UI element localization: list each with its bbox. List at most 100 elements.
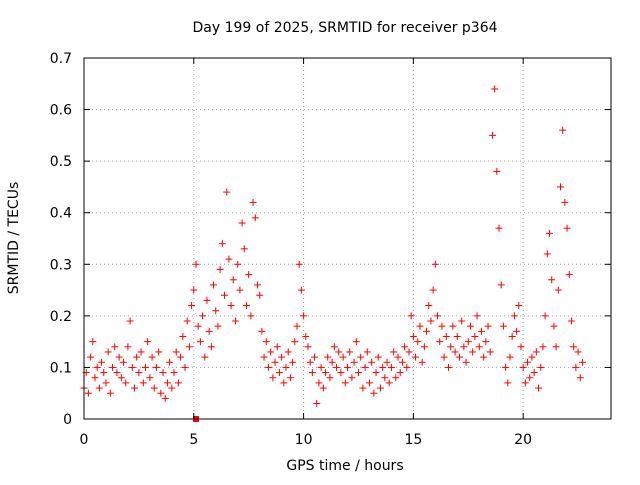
data-point — [133, 353, 141, 361]
data-point — [344, 363, 351, 371]
data-point — [104, 348, 112, 356]
data-point — [300, 312, 308, 320]
data-point — [98, 358, 106, 366]
data-point — [157, 389, 165, 397]
y-tick-label: 0.2 — [50, 309, 72, 325]
data-point — [436, 338, 444, 346]
data-point — [462, 358, 470, 366]
data-point — [317, 363, 325, 371]
data-point — [216, 265, 224, 273]
data-point — [458, 317, 466, 325]
y-tick-label: 0.1 — [50, 360, 72, 376]
data-point — [258, 327, 266, 335]
data-point — [179, 332, 187, 340]
data-point — [144, 338, 152, 346]
data-point — [172, 348, 180, 356]
data-point — [102, 379, 110, 387]
data-point — [234, 260, 242, 268]
data-point — [304, 343, 312, 351]
data-point — [229, 276, 237, 284]
data-point — [491, 85, 499, 93]
data-point — [227, 302, 235, 310]
data-point — [398, 358, 406, 366]
data-point — [346, 348, 354, 356]
data-point — [280, 379, 288, 387]
data-point — [541, 312, 549, 320]
data-point — [464, 338, 472, 346]
data-point — [337, 369, 345, 377]
data-point — [286, 374, 294, 382]
data-point — [212, 307, 220, 315]
data-point — [548, 276, 556, 284]
data-point — [537, 363, 545, 371]
data-point — [313, 400, 321, 408]
data-point — [203, 296, 211, 304]
data-point — [403, 363, 411, 371]
data-point — [115, 353, 123, 361]
data-point — [519, 363, 527, 371]
data-point — [546, 229, 554, 237]
data-point — [148, 353, 156, 361]
data-point — [480, 353, 488, 361]
data-point — [466, 322, 474, 330]
data-point — [242, 302, 250, 310]
data-point — [159, 369, 167, 377]
data-point — [565, 271, 573, 279]
data-point — [396, 369, 404, 377]
data-point — [453, 332, 461, 340]
data-point — [414, 338, 422, 346]
data-point — [170, 369, 178, 377]
data-point — [374, 353, 382, 361]
data-point — [508, 332, 516, 340]
data-point — [530, 369, 538, 377]
data-point — [572, 363, 580, 371]
data-point — [499, 322, 507, 330]
data-point — [150, 384, 158, 392]
data-point — [183, 317, 191, 325]
data-point — [275, 369, 283, 377]
data-point — [405, 348, 413, 356]
data-point — [100, 369, 108, 377]
data-point — [192, 260, 200, 268]
data-point — [379, 363, 387, 371]
data-point — [306, 358, 314, 366]
data-point — [423, 327, 431, 335]
data-point — [238, 219, 246, 227]
data-point — [497, 281, 505, 289]
data-point — [368, 358, 376, 366]
data-point — [471, 332, 479, 340]
data-point — [361, 363, 369, 371]
data-point — [247, 312, 255, 320]
x-tick-label: 5 — [189, 432, 198, 448]
data-point — [341, 379, 349, 387]
data-point — [339, 353, 347, 361]
data-point — [348, 374, 356, 382]
data-point — [504, 379, 512, 387]
data-point — [488, 131, 496, 139]
data-point — [554, 286, 562, 294]
data-point — [460, 343, 468, 351]
data-point — [328, 358, 336, 366]
data-point — [390, 348, 398, 356]
data-point — [434, 312, 442, 320]
data-point — [401, 343, 409, 351]
data-point — [412, 353, 420, 361]
data-point — [106, 389, 114, 397]
data-point — [322, 369, 330, 377]
x-tick-label: 0 — [80, 432, 89, 448]
data-point — [418, 358, 426, 366]
data-point — [319, 384, 327, 392]
data-point — [223, 188, 231, 196]
data-point — [163, 379, 171, 387]
data-point — [370, 389, 378, 397]
data-point — [385, 379, 393, 387]
data-point — [87, 353, 95, 361]
data-point — [477, 327, 485, 335]
data-point — [161, 394, 169, 402]
data-point — [449, 322, 457, 330]
data-point — [264, 363, 272, 371]
data-point — [539, 343, 547, 351]
y-tick-labels: 0 0.1 0.2 0.3 0.4 0.5 0.6 0.7 — [50, 51, 72, 428]
data-point — [225, 255, 233, 263]
